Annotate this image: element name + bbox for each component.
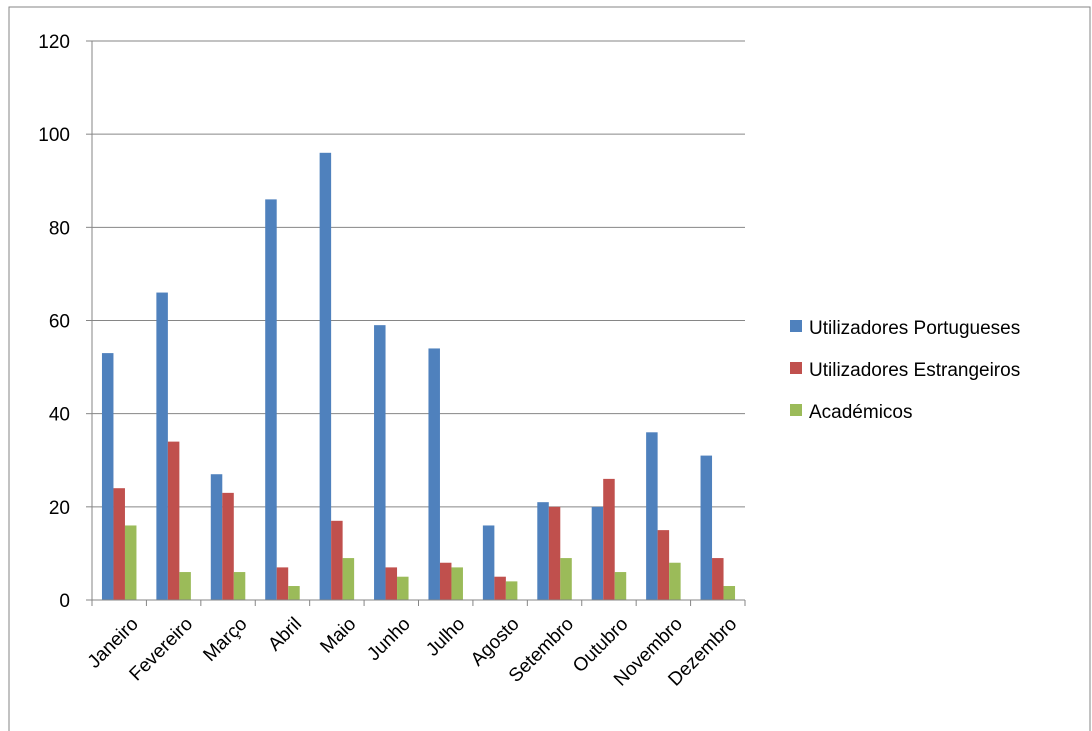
bar [319, 152, 332, 601]
bar [494, 576, 506, 600]
bar [374, 325, 386, 600]
bar [428, 348, 440, 600]
bar [276, 567, 289, 600]
bar [331, 520, 343, 600]
bar [397, 576, 409, 600]
bar [451, 567, 463, 600]
legend-swatch [790, 320, 802, 332]
bar [439, 562, 452, 600]
bar [614, 572, 627, 600]
legend-label: Académicos [809, 402, 913, 423]
bar [156, 292, 168, 600]
bar [669, 562, 681, 600]
y-tick-label: 120 [38, 32, 70, 53]
bar [342, 558, 355, 600]
bar [548, 506, 561, 600]
x-tick-label: Julho [422, 614, 469, 661]
bar [124, 525, 137, 600]
bar [288, 586, 300, 600]
bar [700, 455, 713, 600]
bar [537, 502, 549, 600]
bar [210, 474, 223, 600]
legend-label: Utilizadores Portugueses [809, 318, 1020, 339]
bar [505, 581, 518, 600]
bar [603, 478, 615, 600]
bar [482, 525, 495, 600]
bar [167, 441, 180, 600]
bars [101, 152, 736, 601]
chart-frame [8, 6, 1091, 731]
legend-label: Utilizadores Estrangeiros [809, 360, 1020, 381]
y-tick-label: 60 [49, 312, 70, 333]
bar [712, 558, 724, 600]
bar [385, 567, 398, 600]
x-tick-label: Março [199, 614, 251, 666]
x-tick-label: Junho [363, 614, 414, 665]
y-tick-label: 40 [49, 405, 70, 426]
bar [646, 432, 658, 600]
x-tick-label: Abril [264, 614, 306, 656]
bar [723, 586, 736, 600]
bar [113, 488, 125, 600]
y-tick-label: 0 [59, 591, 70, 612]
y-tick-label: 20 [49, 498, 70, 519]
bar [591, 506, 604, 600]
legend: Utilizadores Portugueses Utilizadores Est… [790, 318, 1020, 423]
bar [101, 353, 114, 600]
bar [222, 492, 234, 600]
bar [265, 199, 277, 600]
bar [560, 558, 572, 600]
bar [233, 572, 246, 600]
bar [657, 530, 670, 600]
gridlines [92, 40, 745, 508]
legend-swatch [790, 404, 802, 416]
bar [179, 572, 191, 600]
x-tick-label: Maio [316, 614, 360, 658]
y-tick-label: 100 [38, 125, 70, 146]
legend-swatch [790, 362, 802, 374]
y-tick-label: 80 [49, 218, 70, 239]
